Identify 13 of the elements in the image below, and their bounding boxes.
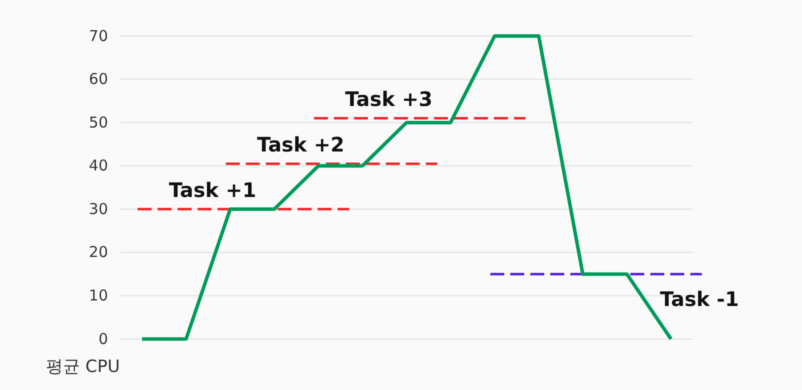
ref-line-label: Task +3 (345, 87, 433, 112)
y-tick-label: 40 (88, 156, 108, 175)
ref-line-label: Task +2 (257, 132, 344, 157)
y-tick-label: 50 (88, 113, 108, 132)
y-tick-label: 0 (98, 330, 108, 348)
y-axis-title: 평균 CPU (46, 357, 120, 377)
y-tick-label: 20 (88, 243, 108, 262)
y-tick-label: 60 (88, 70, 108, 88)
y-tick-label: 10 (88, 286, 108, 305)
ref-line-label: Task +1 (168, 178, 256, 202)
y-tick-label: 30 (88, 200, 108, 218)
ref-line-label: Task -1 (660, 287, 739, 312)
y-tick-label: 70 (88, 26, 108, 45)
